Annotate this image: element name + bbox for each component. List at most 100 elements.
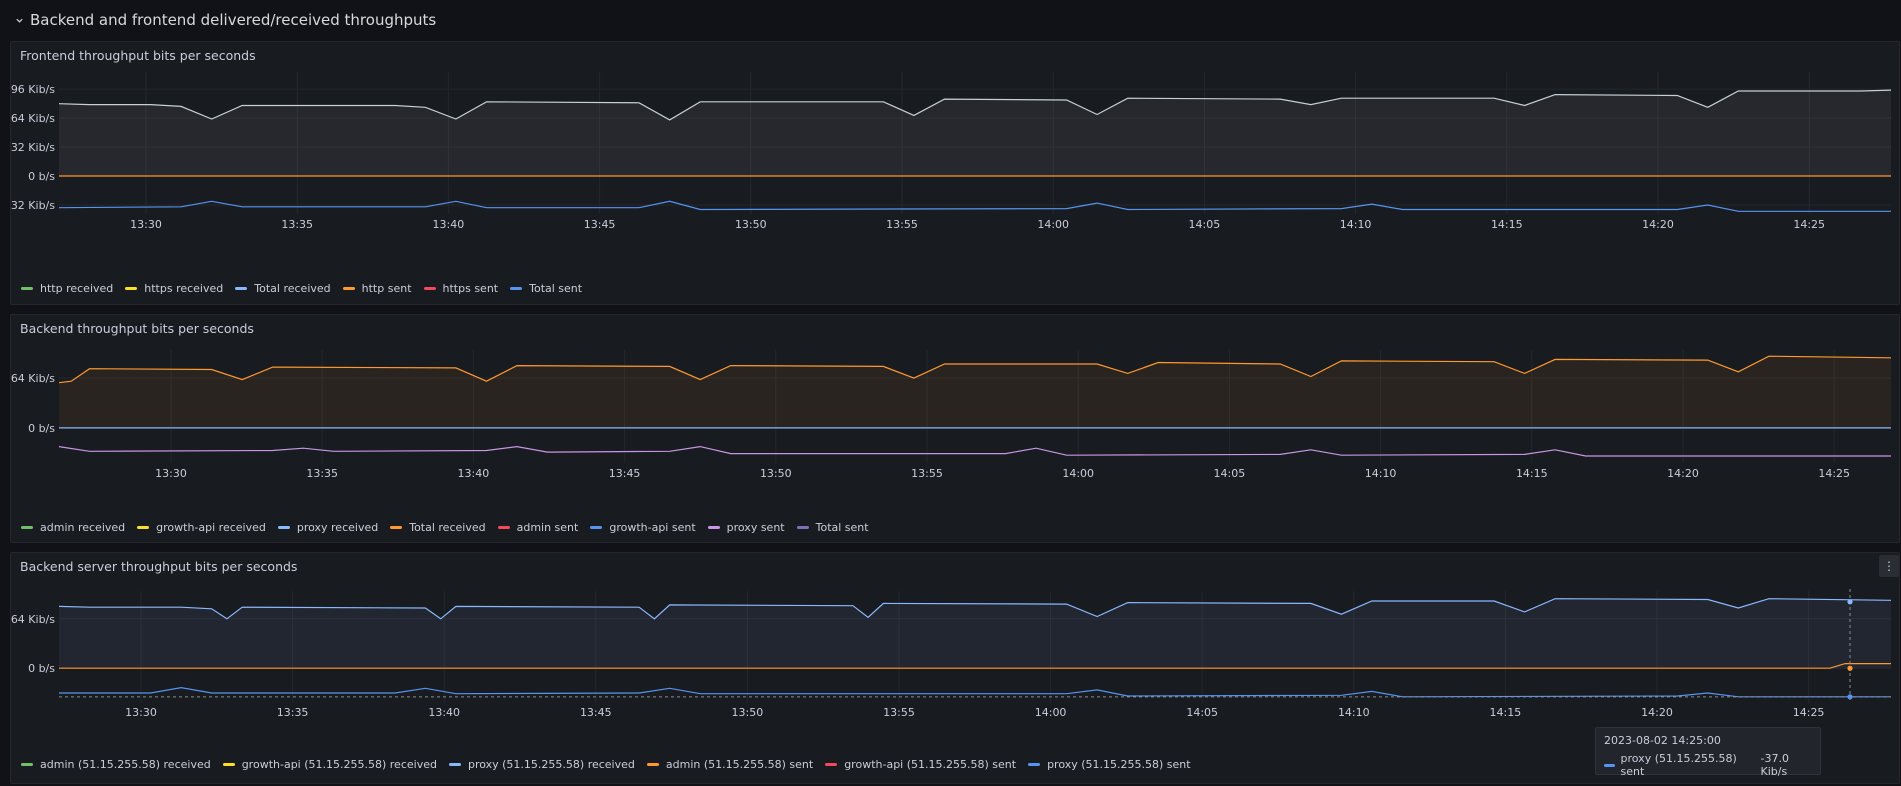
y-tick-label: 0 b/s: [28, 422, 55, 435]
legend-label: http sent: [361, 282, 412, 295]
legend-swatch: [222, 763, 235, 766]
legend-swatch: [21, 287, 33, 290]
backend-server-throughput-panel: Backend server throughput bits per secon…: [10, 552, 1900, 784]
hover-point: [1847, 599, 1853, 605]
legend-item[interactable]: admin (51.15.255.58) received: [21, 758, 211, 771]
legend-item[interactable]: admin sent: [497, 521, 578, 534]
x-tick-label: 13:40: [433, 218, 465, 231]
tooltip-series: proxy (51.15.255.58) sent: [1620, 752, 1737, 778]
legend-item[interactable]: https sent: [423, 282, 499, 295]
x-tick-label: 13:55: [883, 706, 915, 719]
x-tick-label: 13:55: [886, 218, 918, 231]
series-line[interactable]: [58, 598, 1892, 620]
legend-swatch: [646, 763, 659, 766]
backend-throughput-panel: Backend throughput bits per seconds 64 K…: [10, 314, 1900, 543]
x-tick-label: 14:05: [1189, 218, 1221, 231]
x-tick-label: 13:35: [281, 218, 313, 231]
panel-menu-button[interactable]: ⋮: [1879, 555, 1899, 577]
legend-item[interactable]: growth-api (51.15.255.58) received: [222, 758, 437, 771]
legend-item[interactable]: Total received: [235, 282, 331, 295]
series-line[interactable]: [58, 445, 1891, 457]
legend-label: growth-api (51.15.255.58) sent: [844, 758, 1017, 771]
legend-label: proxy sent: [726, 521, 785, 534]
legend-label: https sent: [442, 282, 499, 295]
legend-item[interactable]: growth-api received: [137, 521, 266, 534]
legend-swatch: [21, 526, 33, 529]
legend-item[interactable]: admin (51.15.255.58) sent: [646, 758, 813, 771]
legend-label: admin (51.15.255.58) received: [40, 758, 211, 771]
legend-label: Total sent: [529, 282, 583, 295]
tooltip-swatch: [1604, 763, 1615, 767]
legend-item[interactable]: proxy (51.15.255.58) received: [448, 758, 635, 771]
x-tick-label: 14:20: [1667, 467, 1699, 480]
backend-throughput-chart[interactable]: 64 Kib/s 0 b/s 13:30 13:35 13:40 13:45 13:50 13…: [11, 315, 1901, 544]
x-tick-label: 13:45: [609, 467, 641, 480]
legend-swatch: [590, 526, 603, 529]
x-tick-label: 14:10: [1365, 467, 1397, 480]
x-tick-label: 13:35: [306, 467, 338, 480]
x-tick-label: 13:30: [155, 467, 187, 480]
legend-swatch: [448, 763, 461, 766]
x-tick-label: 14:00: [1035, 706, 1067, 719]
x-tick-label: 14:25: [1793, 218, 1825, 231]
chart-legend: http received https received Total receive…: [21, 282, 594, 295]
row-title: Backend and frontend delivered/received …: [30, 11, 437, 29]
x-tick-label: 14:15: [1490, 706, 1522, 719]
backend-server-throughput-chart[interactable]: 64 Kib/s 0 b/s 13:30 13:35 13:40 13:45 13:50 13…: [11, 553, 1901, 785]
row-header[interactable]: Backend and frontend delivered/received …: [0, 0, 1901, 40]
frontend-throughput-chart[interactable]: 96 Kib/s 64 Kib/s 32 Kib/s 0 b/s -32 Kib/s 13…: [11, 42, 1901, 306]
legend-swatch: [707, 526, 720, 529]
legend-swatch: [137, 526, 150, 529]
legend-item[interactable]: Total received: [390, 521, 486, 534]
legend-swatch: [21, 763, 33, 766]
legend-label: Total received: [254, 282, 331, 295]
x-tick-label: 13:35: [277, 706, 309, 719]
legend-label: growth-api (51.15.255.58) received: [241, 758, 437, 771]
y-tick-label: 0 b/s: [28, 662, 55, 675]
x-tick-label: 14:10: [1340, 218, 1372, 231]
series-line[interactable]: [59, 686, 1891, 698]
chart-legend: admin received growth-api received proxy r…: [21, 521, 881, 534]
legend-label: proxy (51.15.255.58) sent: [1047, 758, 1191, 771]
legend-item[interactable]: https received: [125, 282, 223, 295]
x-tick-label: 14:05: [1186, 706, 1218, 719]
legend-item[interactable]: Total sent: [796, 521, 869, 534]
x-tick-label: 13:45: [580, 706, 612, 719]
chevron-down-icon[interactable]: [14, 15, 24, 25]
y-tick-label: 64 Kib/s: [11, 112, 55, 125]
legend-item[interactable]: proxy received: [277, 521, 378, 534]
legend-label: admin received: [40, 521, 126, 534]
legend-swatch: [510, 287, 523, 290]
legend-label: growth-api sent: [609, 521, 696, 534]
x-tick-label: 13:55: [911, 467, 943, 480]
legend-item[interactable]: growth-api sent: [590, 521, 696, 534]
legend-swatch: [497, 526, 510, 529]
legend-swatch: [1028, 763, 1041, 766]
series-line[interactable]: [58, 89, 1892, 121]
panel-title: Backend server throughput bits per secon…: [20, 559, 298, 574]
legend-item[interactable]: http received: [21, 282, 113, 295]
legend-item[interactable]: proxy sent: [707, 521, 785, 534]
x-tick-label: 14:20: [1641, 706, 1673, 719]
hover-point: [1847, 665, 1853, 671]
x-tick-label: 13:40: [428, 706, 460, 719]
legend-item[interactable]: proxy (51.15.255.58) sent: [1028, 758, 1191, 771]
panel-title: Backend throughput bits per seconds: [20, 321, 254, 336]
series-line[interactable]: [58, 355, 1892, 384]
panel-title: Frontend throughput bits per seconds: [20, 48, 256, 63]
legend-item[interactable]: admin received: [21, 521, 125, 534]
legend-item[interactable]: growth-api (51.15.255.58) sent: [825, 758, 1016, 771]
series-line[interactable]: [58, 200, 1891, 212]
x-tick-label: 14:10: [1338, 706, 1370, 719]
y-tick-label: 0 b/s: [28, 170, 55, 183]
x-tick-label: 14:20: [1642, 218, 1674, 231]
legend-item[interactable]: http sent: [342, 282, 412, 295]
series-area: [59, 356, 1891, 428]
legend-swatch: [277, 526, 290, 529]
series-line[interactable]: [59, 663, 1891, 669]
legend-swatch: [390, 526, 403, 529]
y-tick-label: -32 Kib/s: [11, 199, 55, 212]
legend-item[interactable]: Total sent: [510, 282, 582, 295]
hover-point: [1847, 694, 1853, 700]
tooltip-value: -37.0 Kib/s: [1760, 752, 1789, 778]
